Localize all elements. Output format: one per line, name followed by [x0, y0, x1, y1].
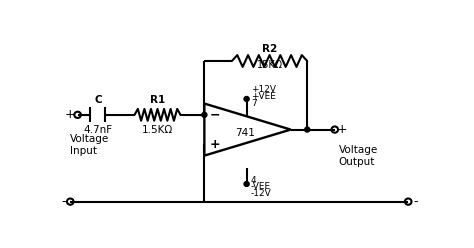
Text: 741: 741 — [235, 128, 255, 138]
Text: R1: R1 — [150, 95, 165, 105]
Text: +: + — [210, 138, 220, 151]
Text: 4.7nF: 4.7nF — [83, 125, 112, 135]
Text: R2: R2 — [262, 44, 277, 54]
Text: +12V: +12V — [251, 85, 276, 94]
Text: Voltage
Output: Voltage Output — [338, 145, 378, 167]
Text: +: + — [337, 123, 347, 136]
Circle shape — [202, 112, 207, 117]
Text: C: C — [94, 95, 101, 105]
Circle shape — [244, 182, 249, 186]
Text: 15KΩ: 15KΩ — [256, 60, 283, 70]
Text: -12V: -12V — [251, 189, 272, 198]
Text: +VEE: +VEE — [251, 92, 276, 101]
Text: 7: 7 — [251, 99, 257, 108]
Text: 1.5KΩ: 1.5KΩ — [142, 125, 173, 135]
Text: −: − — [210, 108, 220, 121]
Text: Voltage
Input: Voltage Input — [70, 134, 109, 155]
Text: -: - — [413, 195, 418, 208]
Text: -: - — [62, 195, 66, 208]
Circle shape — [244, 96, 249, 101]
Text: +: + — [65, 108, 75, 121]
Text: -VEE: -VEE — [251, 182, 271, 191]
Text: 4: 4 — [251, 176, 256, 185]
Circle shape — [305, 127, 310, 132]
